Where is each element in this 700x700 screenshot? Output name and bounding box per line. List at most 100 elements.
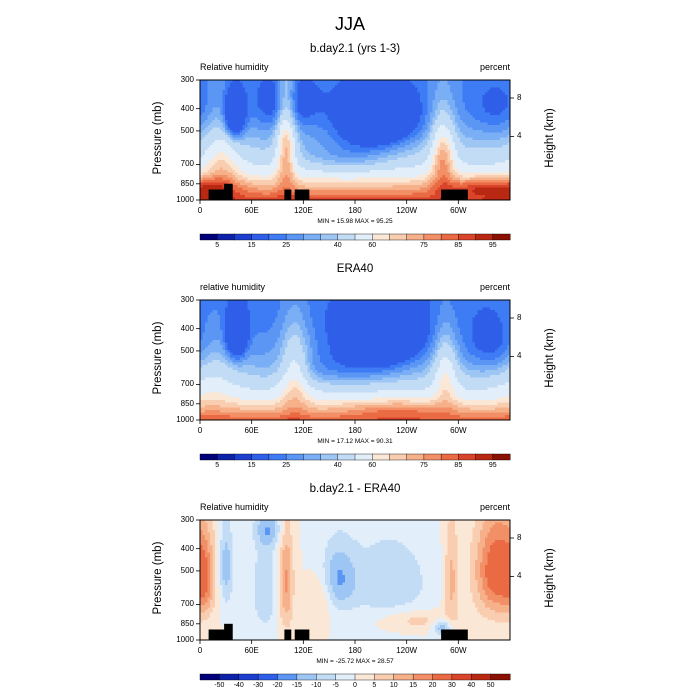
contour-cell bbox=[207, 137, 211, 141]
contour-cell bbox=[260, 117, 264, 121]
contour-cell bbox=[335, 92, 339, 96]
contour-cell bbox=[450, 137, 454, 141]
contour-cell bbox=[370, 117, 374, 121]
contour-cell bbox=[312, 137, 316, 141]
contour-cell bbox=[457, 102, 461, 106]
contour-cell bbox=[440, 122, 444, 126]
contour-cell bbox=[392, 112, 396, 116]
contour-cell bbox=[367, 82, 371, 86]
contour-cell bbox=[230, 110, 234, 114]
contour-cell bbox=[205, 165, 209, 169]
contour-cell bbox=[317, 85, 321, 89]
contour-cell bbox=[305, 122, 309, 126]
contour-cell bbox=[507, 145, 510, 149]
contour-cell bbox=[395, 157, 399, 161]
contour-cell bbox=[307, 127, 311, 131]
contour-cell bbox=[227, 117, 231, 121]
contour-cell bbox=[277, 127, 281, 131]
contour-cell bbox=[317, 150, 321, 154]
contour-cell bbox=[302, 82, 306, 86]
contour-cell bbox=[435, 100, 439, 104]
contour-cell bbox=[340, 107, 344, 111]
contour-cell bbox=[322, 155, 326, 159]
contour-cell bbox=[250, 100, 254, 104]
contour-cell bbox=[330, 145, 334, 149]
contour-cell bbox=[227, 132, 231, 136]
contour-cell bbox=[365, 97, 369, 101]
contour-cell bbox=[352, 130, 356, 134]
contour-cell bbox=[472, 82, 476, 86]
contour-cell bbox=[277, 142, 281, 146]
contour-cell bbox=[222, 80, 226, 84]
contour-cell bbox=[477, 100, 481, 104]
contour-cell bbox=[207, 167, 211, 171]
contour-cell bbox=[400, 87, 404, 91]
contour-cell bbox=[227, 150, 231, 154]
contour-cell bbox=[425, 85, 429, 89]
contour-cell bbox=[352, 110, 356, 114]
contour-cell bbox=[485, 170, 489, 174]
contour-cell bbox=[342, 135, 346, 139]
contour-cell bbox=[370, 127, 374, 131]
contour-cell bbox=[337, 147, 341, 151]
contour-cell bbox=[490, 135, 494, 139]
contour-cell bbox=[200, 92, 204, 96]
contour-cell bbox=[395, 162, 399, 166]
contour-cell bbox=[430, 135, 434, 139]
contour-cell bbox=[507, 115, 510, 119]
contour-cell bbox=[300, 107, 304, 111]
contour-cell bbox=[412, 117, 416, 121]
contour-cell bbox=[250, 170, 254, 174]
contour-cell bbox=[430, 157, 434, 161]
contour-cell bbox=[465, 90, 469, 94]
contour-cell bbox=[325, 172, 329, 176]
contour-cell bbox=[205, 112, 209, 116]
contour-cell bbox=[212, 135, 216, 139]
contour-cell bbox=[347, 175, 351, 179]
contour-cell bbox=[320, 102, 324, 106]
contour-cell bbox=[265, 152, 269, 156]
contour-cell bbox=[457, 172, 461, 176]
contour-cell bbox=[292, 140, 296, 144]
contour-cell bbox=[355, 162, 359, 166]
contour-cell bbox=[347, 152, 351, 156]
contour-cell bbox=[262, 147, 266, 151]
contour-cell bbox=[295, 112, 299, 116]
contour-cell bbox=[450, 175, 454, 179]
contour-cell bbox=[412, 127, 416, 131]
contour-cell bbox=[210, 97, 214, 101]
contour-cell bbox=[412, 100, 416, 104]
contour-cell bbox=[485, 157, 489, 161]
contour-cell bbox=[322, 172, 326, 176]
contour-cell bbox=[217, 117, 221, 121]
contour-cell bbox=[407, 167, 411, 171]
contour-cell bbox=[230, 105, 234, 109]
contour-cell bbox=[422, 90, 426, 94]
contour-cell bbox=[367, 127, 371, 131]
contour-cell bbox=[327, 102, 331, 106]
contour-cell bbox=[395, 120, 399, 124]
contour-cell bbox=[475, 145, 479, 149]
contour-cell bbox=[502, 160, 506, 164]
contour-cell bbox=[305, 172, 309, 176]
contour-cell bbox=[422, 97, 426, 101]
contour-cell bbox=[227, 160, 231, 164]
contour-cell bbox=[200, 157, 204, 161]
contour-cell bbox=[377, 122, 381, 126]
contour-cell bbox=[502, 170, 506, 174]
contour-cell bbox=[415, 110, 419, 114]
contour-cell bbox=[200, 102, 204, 106]
contour-cell bbox=[337, 102, 341, 106]
contour-cell bbox=[465, 142, 469, 146]
contour-cell bbox=[210, 155, 214, 159]
contour-cell bbox=[437, 170, 441, 174]
contour-cell bbox=[505, 112, 509, 116]
contour-cell bbox=[322, 150, 326, 154]
contour-cell bbox=[462, 115, 466, 119]
contour-cell bbox=[305, 117, 309, 121]
contour-cell bbox=[317, 145, 321, 149]
contour-cell bbox=[410, 132, 414, 136]
contour-cell bbox=[210, 135, 214, 139]
contour-cell bbox=[460, 102, 464, 106]
contour-cell bbox=[382, 150, 386, 154]
